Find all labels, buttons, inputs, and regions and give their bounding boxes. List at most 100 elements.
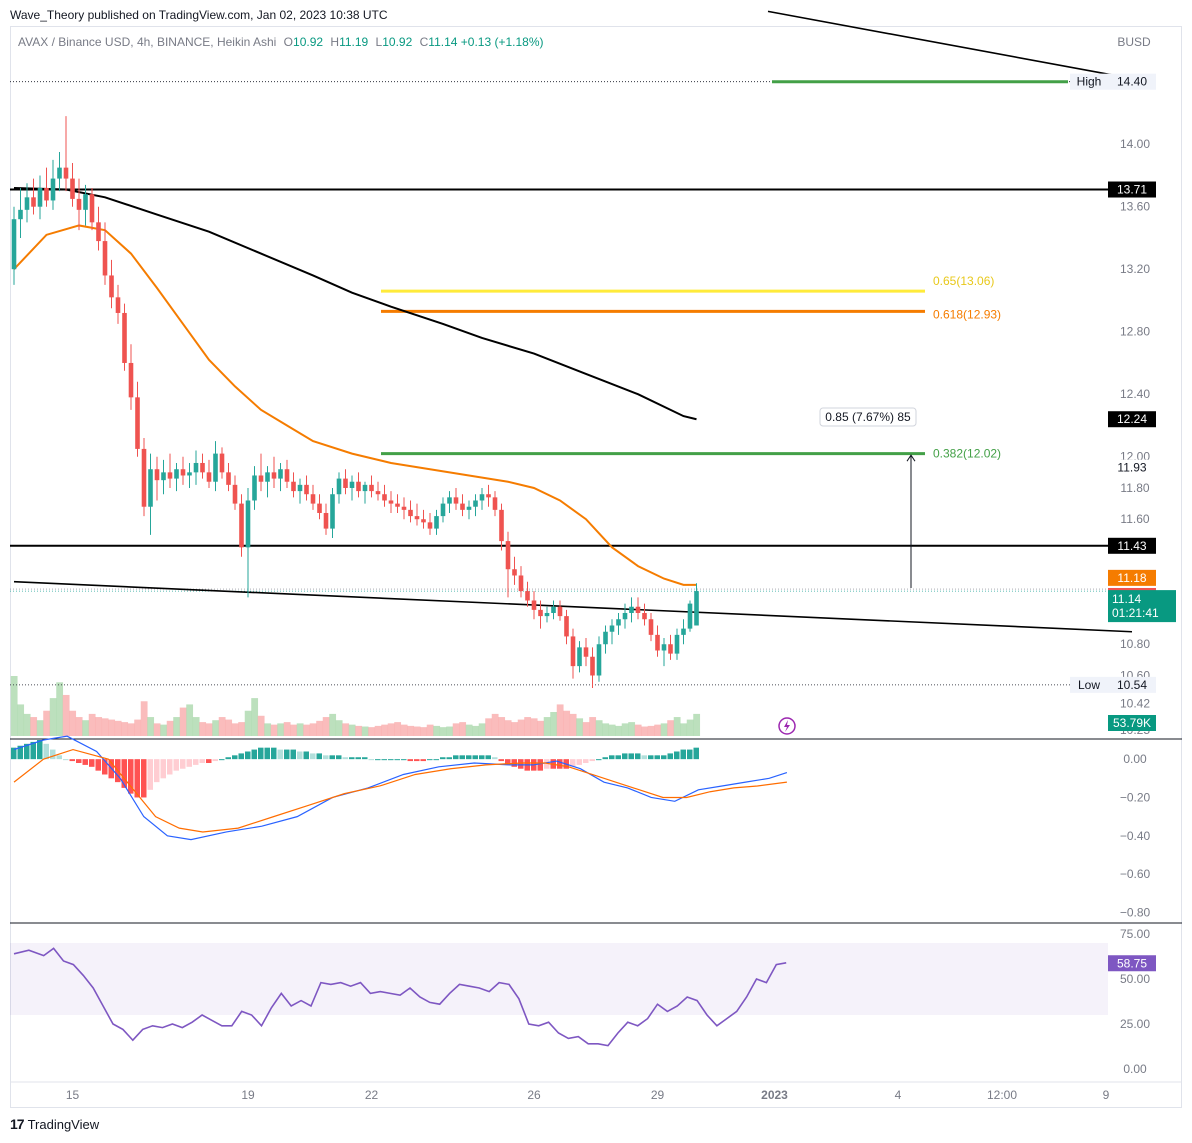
macd-histogram-bar: [602, 757, 608, 760]
candle-up: [213, 453, 218, 482]
macd-histogram-bar: [427, 759, 433, 761]
candle-down: [512, 569, 517, 576]
macd-tick-4: −0.80: [1120, 905, 1151, 919]
macd-histogram-bar: [82, 759, 88, 765]
volume-tag: 53.79K: [1113, 716, 1151, 730]
volume-bar: [270, 724, 278, 736]
candle-down: [128, 362, 134, 398]
volume-bar: [660, 723, 668, 736]
macd-histogram-bar: [498, 759, 504, 762]
low-label-box: [1070, 676, 1108, 693]
resistance-13-71-tag: 13.71: [1117, 183, 1147, 197]
candle-down: [414, 516, 420, 520]
volume-bar: [62, 694, 70, 736]
macd-histogram-bar: [459, 755, 465, 760]
candle-down: [401, 506, 407, 510]
macd-histogram-bar: [680, 749, 686, 760]
macd-histogram-bar: [323, 755, 329, 760]
candle-down: [96, 222, 101, 242]
low-value: 10.92: [382, 35, 413, 49]
fib-0-65-label: 0.65(13.06): [933, 274, 994, 288]
volume-bar: [576, 718, 584, 736]
footer: 17 TradingView: [10, 1116, 99, 1132]
candle-up: [616, 619, 621, 626]
rsi-tick-1: 50.00: [1120, 972, 1150, 986]
volume-bar: [615, 725, 623, 736]
candle-up: [681, 628, 686, 635]
macd-histogram-bar: [310, 753, 316, 760]
candle-down: [382, 494, 387, 501]
volume-bar: [478, 723, 486, 736]
price-tick-1: 13.60: [1120, 200, 1150, 214]
candle-down: [525, 591, 530, 601]
candle-up: [297, 484, 303, 492]
candle-down: [284, 469, 290, 482]
macd-histogram-bar: [596, 759, 602, 761]
volume-bar: [374, 725, 382, 736]
macd-histogram-bar: [160, 759, 166, 779]
time-tick-6: 4: [895, 1088, 902, 1102]
symbol-legend: AVAX / Binance USD, 4h, BINANCE, Heikin …: [18, 35, 544, 49]
macd-histogram-bar: [570, 759, 576, 767]
support-11-43-tag-box: [1108, 537, 1156, 554]
macd-histogram-bar: [199, 759, 205, 763]
symbol-title[interactable]: AVAX / Binance USD, 4h, BINANCE, Heikin …: [18, 35, 277, 49]
volume-bar: [543, 717, 551, 736]
volume-bar: [264, 723, 272, 736]
resistance-13-71-tag-box: [1108, 181, 1156, 198]
macd-histogram-bar: [537, 759, 543, 771]
macd-histogram-bar: [518, 759, 524, 769]
support-11-43-tag: 11.43: [1117, 539, 1146, 553]
candle-down: [460, 503, 465, 510]
ema-line: [13, 224, 697, 586]
candle-down: [648, 619, 654, 635]
candle-down: [557, 606, 563, 617]
price-tick-4: 12.40: [1120, 387, 1150, 401]
macd-histogram-bar: [180, 759, 186, 769]
volume-bar: [335, 720, 343, 736]
volume-bar: [75, 717, 83, 736]
macd-histogram-bar: [687, 749, 693, 760]
candle-up: [193, 462, 199, 473]
macd-histogram-bar: [76, 759, 82, 763]
high-label: High: [1077, 75, 1102, 89]
volume-bar: [303, 724, 311, 736]
macd-histogram-bar: [303, 751, 309, 760]
candle-down: [70, 178, 75, 199]
volume-bar: [212, 720, 220, 736]
candle-up: [473, 500, 478, 507]
price-tick-2: 13.20: [1120, 262, 1150, 276]
volume-bar: [400, 724, 408, 736]
volume-bar: [56, 682, 64, 736]
macd-histogram-bar: [206, 759, 212, 763]
candle-down: [388, 500, 394, 504]
change-value: +0.13 (+1.18%): [460, 35, 544, 49]
volume-bar: [582, 722, 590, 736]
volume-bar: [498, 717, 506, 736]
candle-down: [219, 453, 225, 473]
volume-bar: [673, 717, 681, 736]
high-label-box: [1070, 73, 1108, 90]
candle-up: [577, 647, 582, 667]
volume-bar: [88, 713, 96, 736]
macd-histogram-bar: [453, 755, 459, 760]
low-value-tag: 10.54: [1117, 678, 1147, 692]
volume-bar: [420, 727, 428, 736]
candle-down: [115, 297, 121, 313]
low-label: Low: [1078, 678, 1100, 692]
lightning-bolt-icon: [784, 720, 790, 732]
volume-bar: [140, 701, 148, 736]
volume-bar: [647, 725, 655, 736]
macd-histogram-bar: [43, 743, 49, 760]
time-tick-3: 26: [527, 1088, 541, 1102]
macd-histogram-bar: [258, 747, 264, 760]
volume-bar: [179, 707, 187, 736]
volume-bar: [153, 723, 161, 736]
measure-label-box: [819, 407, 917, 427]
macd-tick-2: −0.40: [1120, 829, 1151, 843]
volume-bar: [485, 718, 493, 736]
candle-up: [674, 634, 680, 654]
candle-up: [629, 606, 634, 613]
candle-down: [655, 634, 660, 651]
